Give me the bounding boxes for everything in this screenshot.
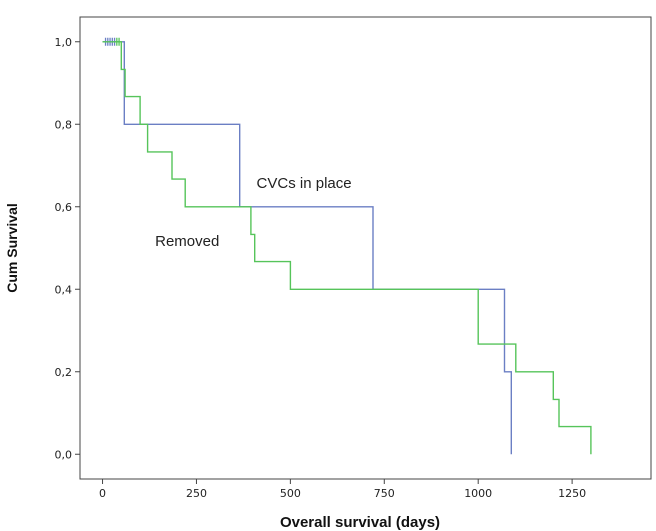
series-line-cvcs-in-place xyxy=(102,41,512,455)
x-tick-label: 250 xyxy=(186,487,207,500)
plot-area xyxy=(79,16,652,480)
x-tick-label: 1000 xyxy=(464,487,492,500)
x-tick-label: 1250 xyxy=(558,487,586,500)
y-tick-label: 1,0 xyxy=(55,36,73,49)
x-tick-label: 0 xyxy=(99,487,106,500)
x-tick-label: 750 xyxy=(374,487,395,500)
y-tick-label: 0,0 xyxy=(55,448,73,461)
y-tick-label: 0,4 xyxy=(55,283,73,296)
y-tick-label: 0,6 xyxy=(55,201,73,214)
y-axis-title: Cum Survival xyxy=(4,203,20,292)
annotations-group: CVCs in place Removed xyxy=(155,175,351,250)
y-tick-label: 0,2 xyxy=(55,366,73,379)
x-tick-label: 500 xyxy=(280,487,301,500)
axis-ticks: 0 250 500 750 1000 1250 0,0 0,2 0,4 0,6 0,8 1,0 xyxy=(55,36,587,500)
annotation-label: CVCs in place xyxy=(257,175,352,192)
annotation-label: Removed xyxy=(155,233,219,250)
series-line-removed xyxy=(102,41,592,455)
x-axis-title: Overall survival (days) xyxy=(280,514,440,531)
y-tick-label: 0,8 xyxy=(55,118,73,131)
series-group xyxy=(102,37,592,455)
